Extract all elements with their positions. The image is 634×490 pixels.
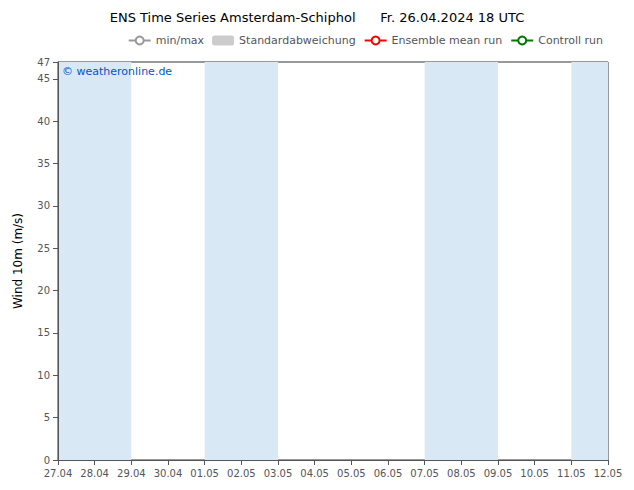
svg-text:10: 10 xyxy=(37,370,50,381)
svg-text:Controll run: Controll run xyxy=(538,34,603,47)
svg-text:40: 40 xyxy=(37,116,50,127)
svg-text:03.05: 03.05 xyxy=(264,468,293,479)
svg-text:ENS Time Series Amsterdam-Schi: ENS Time Series Amsterdam-Schiphol Fr. 2… xyxy=(110,10,525,25)
svg-text:27.04: 27.04 xyxy=(44,468,73,479)
svg-text:01.05: 01.05 xyxy=(190,468,219,479)
svg-text:11.05: 11.05 xyxy=(557,468,586,479)
svg-text:09.05: 09.05 xyxy=(484,468,513,479)
svg-text:07.05: 07.05 xyxy=(410,468,439,479)
svg-text:12.05: 12.05 xyxy=(594,468,623,479)
svg-text:0: 0 xyxy=(44,455,50,466)
svg-text:10.05: 10.05 xyxy=(520,468,549,479)
svg-text:15: 15 xyxy=(37,327,50,338)
svg-text:5: 5 xyxy=(44,412,50,423)
svg-text:35: 35 xyxy=(37,158,50,169)
svg-text:© weatheronline.de: © weatheronline.de xyxy=(62,65,172,78)
svg-text:04.05: 04.05 xyxy=(300,468,329,479)
svg-text:Wind 10m (m/s): Wind 10m (m/s) xyxy=(11,213,25,309)
svg-text:08.05: 08.05 xyxy=(447,468,476,479)
svg-text:06.05: 06.05 xyxy=(374,468,403,479)
svg-text:30.04: 30.04 xyxy=(154,468,183,479)
svg-text:28.04: 28.04 xyxy=(80,468,109,479)
svg-text:20: 20 xyxy=(37,285,50,296)
svg-text:47: 47 xyxy=(37,57,50,68)
svg-text:30: 30 xyxy=(37,200,50,211)
svg-text:02.05: 02.05 xyxy=(227,468,256,479)
svg-text:45: 45 xyxy=(37,73,50,84)
svg-text:Standardabweichung: Standardabweichung xyxy=(239,34,356,47)
svg-text:Ensemble mean run: Ensemble mean run xyxy=(392,34,503,47)
svg-text:05.05: 05.05 xyxy=(337,468,366,479)
svg-text:29.04: 29.04 xyxy=(117,468,146,479)
svg-text:min/max: min/max xyxy=(156,34,205,47)
svg-text:25: 25 xyxy=(37,243,50,254)
